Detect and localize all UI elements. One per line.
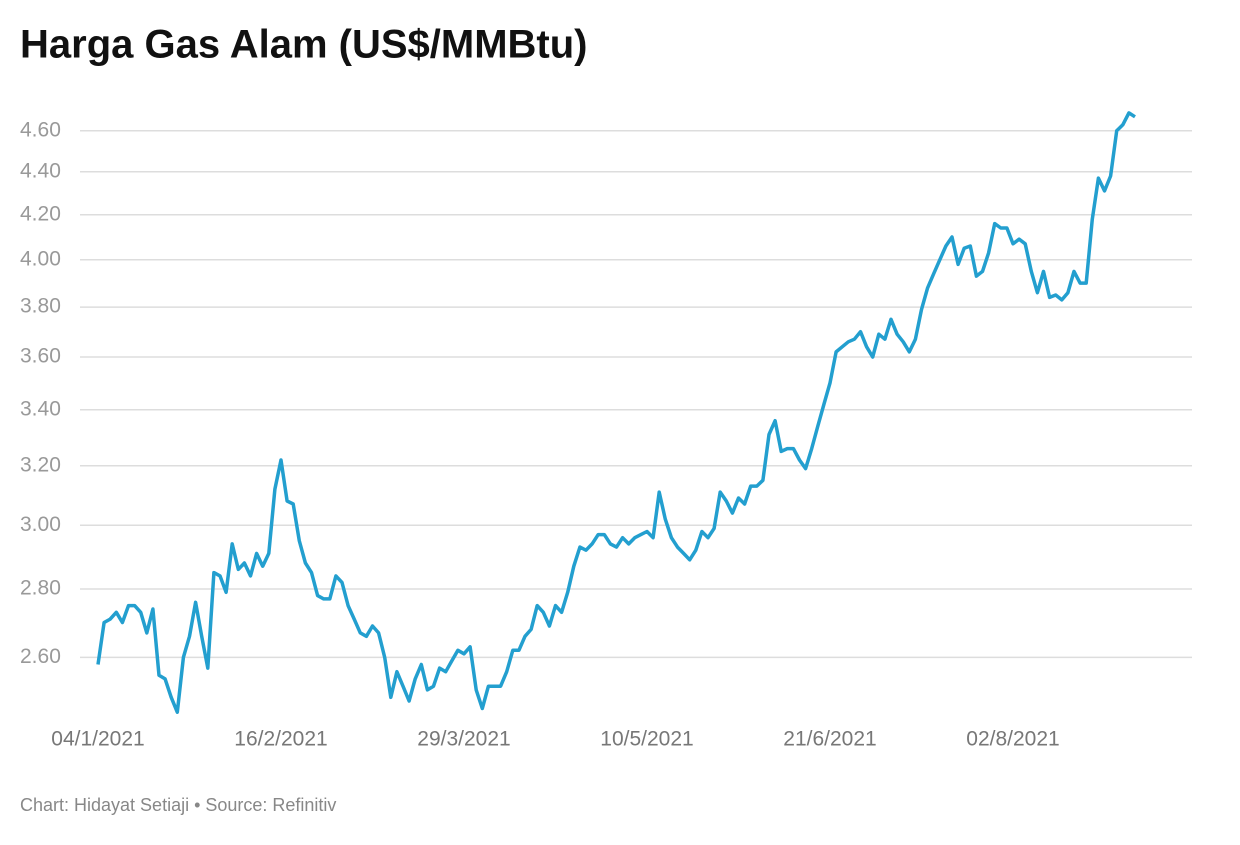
x-tick-label: 02/8/2021 xyxy=(966,728,1059,751)
price-line xyxy=(96,111,1136,714)
y-tick-label: 3.80 xyxy=(20,295,61,318)
y-tick-label: 3.60 xyxy=(20,345,61,368)
y-tick-label: 4.60 xyxy=(20,118,61,141)
x-tick-label: 04/1/2021 xyxy=(51,728,144,751)
chart-title: Harga Gas Alam (US$/MMBtu) xyxy=(20,23,588,67)
x-tick-label: 21/6/2021 xyxy=(783,728,876,751)
y-tick-label: 4.20 xyxy=(20,202,61,225)
y-tick-label: 3.20 xyxy=(20,453,61,476)
x-tick-label: 29/3/2021 xyxy=(417,728,510,751)
y-tick-label: 4.00 xyxy=(20,247,61,270)
y-tick-label: 4.40 xyxy=(20,159,61,182)
y-tick-label: 2.80 xyxy=(20,577,61,600)
y-tick-label: 3.00 xyxy=(20,513,61,536)
x-tick-label: 10/5/2021 xyxy=(600,728,693,751)
chart-footer: Chart: Hidayat Setiaji • Source: Refinit… xyxy=(20,795,336,815)
y-tick-label: 3.40 xyxy=(20,397,61,420)
x-tick-label: 16/2/2021 xyxy=(234,728,327,751)
y-tick-label: 2.60 xyxy=(20,645,61,668)
